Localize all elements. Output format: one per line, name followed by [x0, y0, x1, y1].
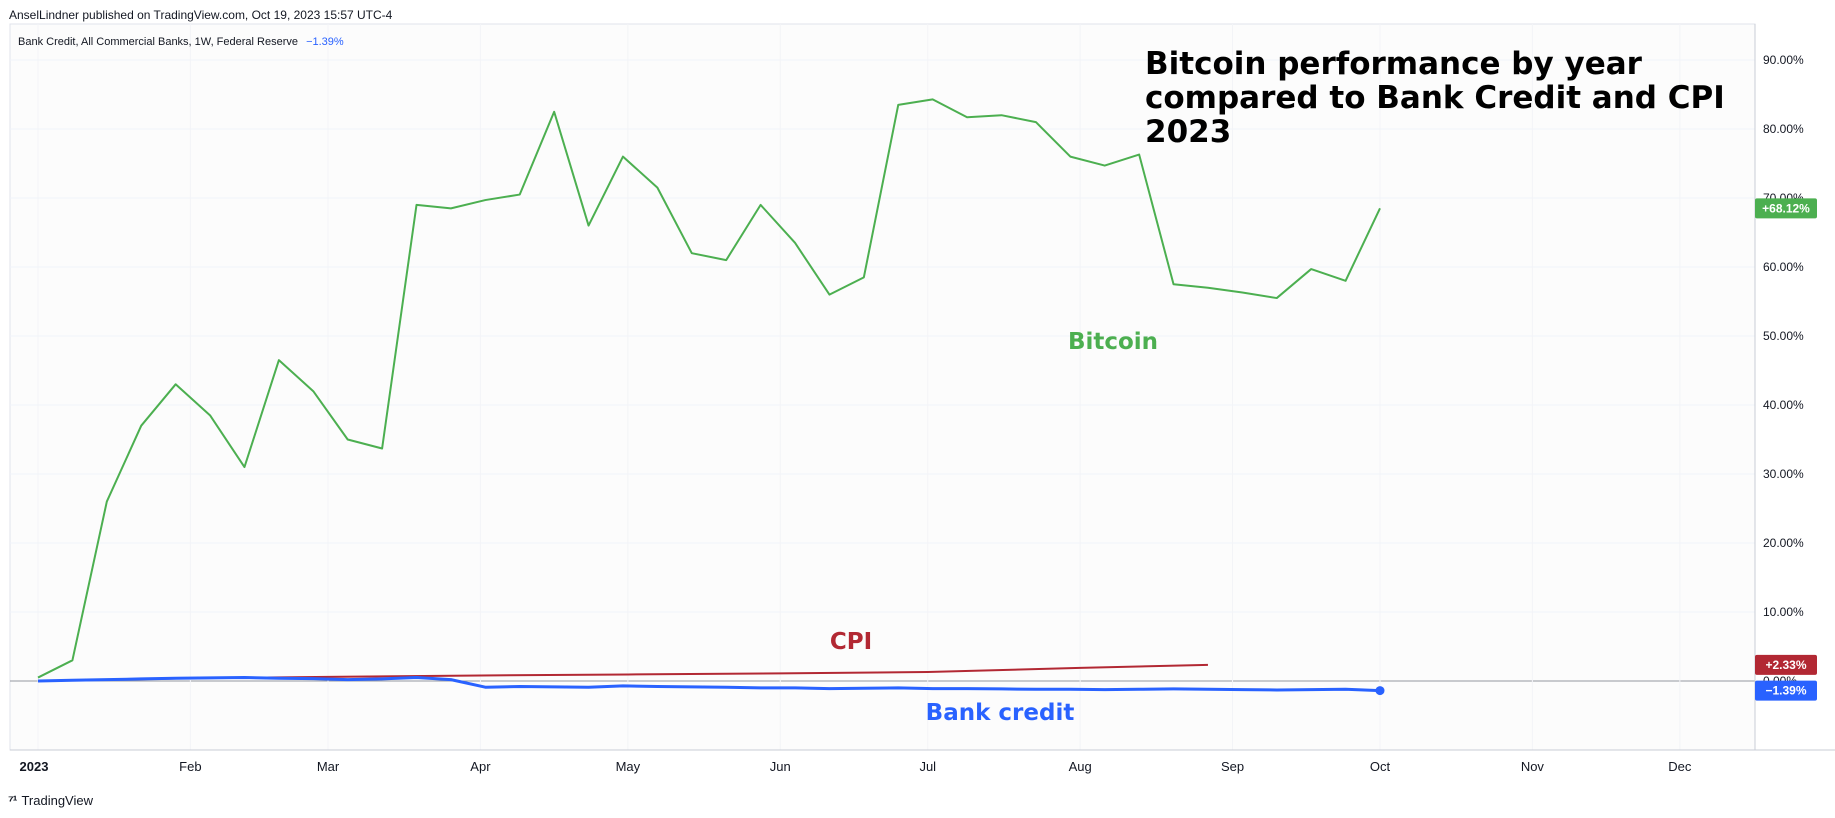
- x-tick-label: Aug: [1069, 759, 1092, 774]
- last-value-label-bitcoin: +68.12%: [1755, 198, 1817, 219]
- annotation-line: 2023: [1145, 114, 1231, 150]
- x-tick-label: Nov: [1521, 759, 1545, 774]
- last-value-badge: [1755, 654, 1817, 675]
- symbol-info-text: Bank Credit, All Commercial Banks, 1W, F…: [18, 36, 298, 48]
- x-tick-label: Apr: [470, 759, 491, 774]
- publisher-credit: AnselLindner published on TradingView.co…: [9, 8, 393, 22]
- series-name-label-bank-credit: Bank credit: [926, 700, 1075, 726]
- y-tick-label: 40.00%: [1763, 398, 1804, 412]
- y-tick-label: 10.00%: [1763, 605, 1804, 619]
- last-value-label-bank-credit: −1.39%: [1755, 680, 1817, 701]
- y-tick-label: 50.00%: [1763, 329, 1804, 343]
- x-tick-label: Sep: [1221, 759, 1244, 774]
- footer-branding: ⁷¹ TradingView: [8, 792, 93, 808]
- x-tick-label: Jul: [919, 759, 936, 774]
- y-tick-label: 90.00%: [1763, 53, 1804, 67]
- y-tick-label: 30.00%: [1763, 467, 1804, 481]
- y-tick-label: 20.00%: [1763, 536, 1804, 550]
- series-name-label-cpi: CPI: [830, 629, 872, 655]
- plot-area[interactable]: [9, 23, 1756, 751]
- x-tick-label: Mar: [317, 759, 340, 774]
- annotation-line: Bitcoin performance by year: [1145, 46, 1643, 82]
- x-tick-label: Dec: [1668, 759, 1692, 774]
- y-tick-label: 60.00%: [1763, 260, 1804, 274]
- x-tick-label: Oct: [1370, 759, 1391, 774]
- series-line-bank-credit[interactable]: [37, 676, 1381, 693]
- symbol-info[interactable]: Bank Credit, All Commercial Banks, 1W, F…: [18, 36, 344, 48]
- annotation-line: compared to Bank Credit and CPI: [1145, 80, 1725, 116]
- x-tick-label: 2023: [20, 759, 49, 774]
- tradingview-logo-icon: ⁷¹: [8, 792, 18, 808]
- x-tick-label: Feb: [179, 759, 201, 774]
- symbol-change: −1.39%: [306, 36, 344, 48]
- last-value-badge: [1755, 680, 1817, 701]
- last-value-text: +68.12%: [1762, 201, 1810, 215]
- last-value-text: +2.33%: [1765, 658, 1806, 672]
- last-value-label-cpi: +2.33%: [1755, 654, 1817, 675]
- chart-annotation-title[interactable]: Bitcoin performance by year compared to B…: [1145, 46, 1725, 150]
- x-tick-label: May: [616, 759, 641, 774]
- x-tick-label: Jun: [770, 759, 791, 774]
- y-tick-label: 80.00%: [1763, 122, 1804, 136]
- last-point-marker: [1375, 686, 1385, 696]
- footer-brand-text: TradingView: [21, 792, 93, 808]
- last-value-badge: [1755, 198, 1817, 219]
- series-line-bitcoin[interactable]: [37, 98, 1381, 679]
- last-value-text: −1.39%: [1765, 684, 1806, 698]
- series-name-label-bitcoin: Bitcoin: [1068, 329, 1158, 355]
